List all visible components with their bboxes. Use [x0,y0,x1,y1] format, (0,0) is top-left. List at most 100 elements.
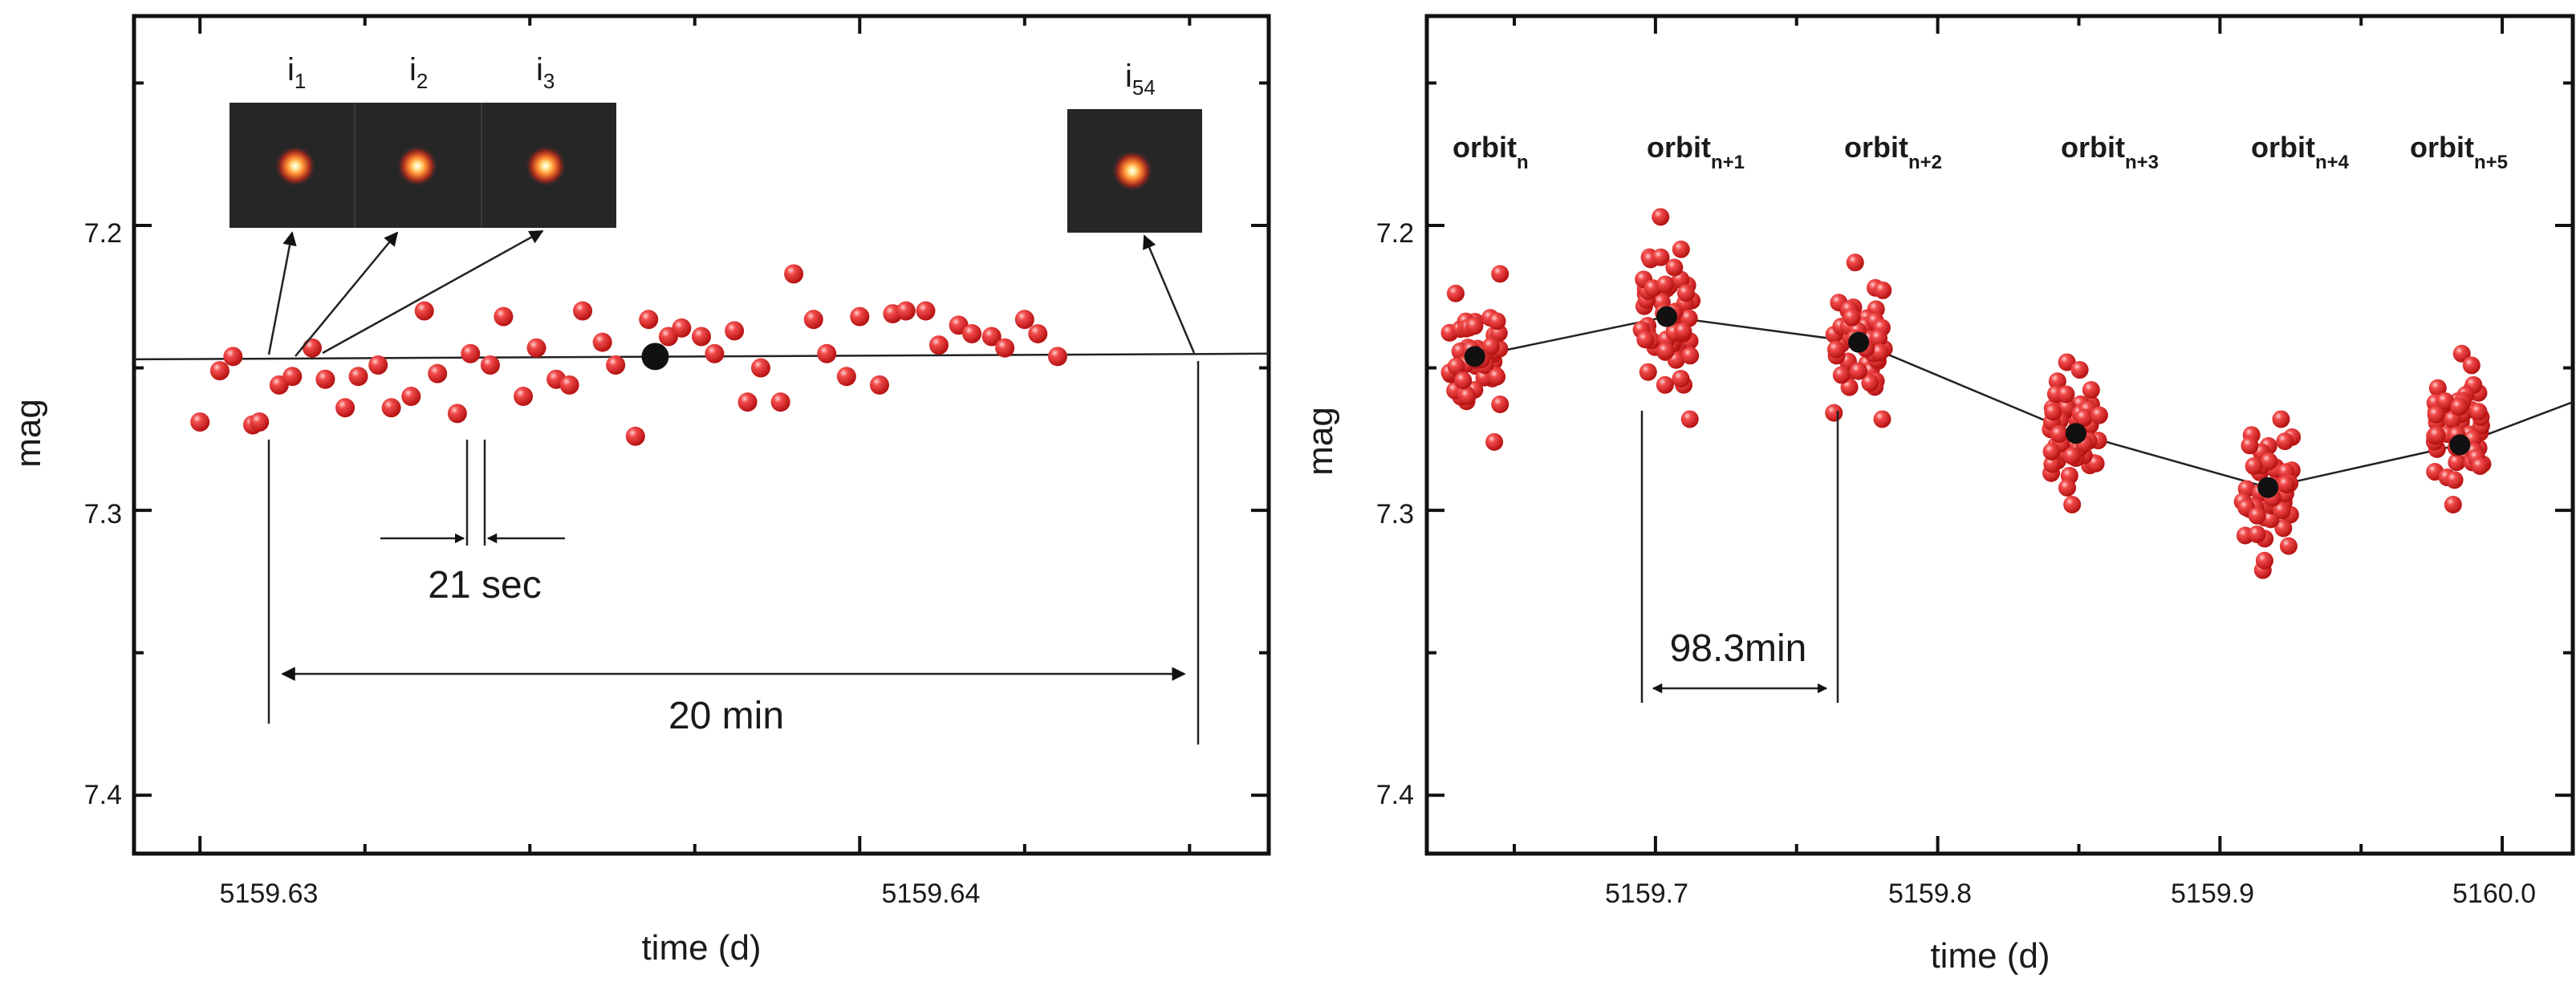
data-point [592,332,612,352]
data-point [2452,344,2471,363]
data-point [223,347,243,367]
data-point [625,426,645,446]
right-ticks [1427,16,2573,854]
data-point [916,301,936,321]
data-point [348,367,368,387]
data-point [2469,403,2488,421]
data-point [447,404,467,424]
left-ytick-label: 7.2 [84,218,122,249]
data-point [1639,363,1657,381]
data-point [606,355,626,375]
left-ytick-label: 7.3 [84,499,122,529]
data-point [1870,329,1888,347]
data-point [2448,453,2466,472]
data-point [1447,357,1465,375]
data-point [2048,372,2066,391]
data-point [1846,254,1864,272]
inset-label-2: i2 [409,52,428,93]
data-point [928,335,949,355]
data-point [2043,455,2062,473]
data-point [2042,442,2061,460]
data-point [1028,323,1048,343]
right-ytick-label: 7.4 [1376,780,1414,810]
pointer-arrow [322,229,544,355]
data-point [2277,475,2295,493]
data-point [1843,308,1861,327]
data-point [672,318,692,338]
orbit-mean-point [1656,306,1677,327]
orbit-mean-point [2449,434,2471,456]
data-point [2428,379,2447,397]
data-point [1826,340,1845,359]
data-point [869,375,889,395]
data-point [1488,312,1506,331]
left-xtick-label: 5159.64 [882,878,981,909]
data-point [2255,551,2273,570]
data-point [2471,457,2489,476]
data-point [1676,284,1695,302]
data-point [2427,405,2445,424]
data-point [896,301,916,321]
data-point [692,327,711,347]
data-point [1446,284,1465,302]
data-point [461,343,481,363]
data-point [1873,410,1891,428]
star-image-2 [396,145,438,187]
star-image-3 [525,145,567,187]
left-plot-frame [132,14,1271,856]
data-point [705,343,725,363]
orbit-label: orbitn+3 [2061,131,2159,173]
data-point [381,398,401,418]
pointer-arrow [295,231,399,357]
right-y-axis-title: mag [1301,407,1340,476]
data-point [2070,361,2089,379]
data-point [1825,404,1843,422]
data-point [1656,275,1675,294]
data-point [1832,366,1851,384]
data-point [2050,425,2068,444]
orbit-label: orbitn+1 [1647,131,1745,173]
right-xtick-label: 5159.8 [1888,878,1972,909]
data-point [209,361,230,381]
annotation-98-3-min: 98.3min [1670,627,1807,670]
data-point [2428,426,2446,444]
data-point [2276,432,2294,451]
data-point [836,367,856,387]
orbit-mean-point [1848,331,1870,353]
right-xtick-label: 5159.9 [2171,878,2254,909]
data-point [1465,317,1484,335]
data-point [1681,347,1700,365]
orbit-mean-point [2065,423,2086,444]
orbit-label: orbitn+5 [2410,131,2508,173]
data-point [1849,362,1867,380]
data-point [2057,385,2075,404]
star-image-54 [1111,150,1153,192]
data-point [995,338,1015,358]
data-point [639,310,659,330]
right-xtick-label: 5159.7 [1605,878,1688,909]
left-ticks [134,16,1269,854]
data-point [1680,410,1699,428]
orbit-mean-point [1464,346,1485,367]
orbit-label: orbitn+4 [2251,131,2350,173]
data-point [2274,519,2293,538]
inset-image-54 [1067,109,1202,233]
data-point [526,338,546,358]
left-y-axis-title: mag [9,399,48,468]
right-ytick-label: 7.3 [1376,499,1414,529]
data-point [1454,371,1473,390]
data-point [315,369,335,389]
data-point [1665,258,1684,277]
data-point [850,306,870,327]
left-points [190,264,1067,446]
inset-label-1: i1 [287,52,306,93]
left-xtick-label: 5159.63 [220,878,319,909]
data-point [2444,496,2462,513]
data-point [803,310,823,330]
data-point [1481,337,1500,355]
data-point [2058,479,2076,497]
data-point [1014,310,1034,330]
data-point [2074,408,2093,427]
